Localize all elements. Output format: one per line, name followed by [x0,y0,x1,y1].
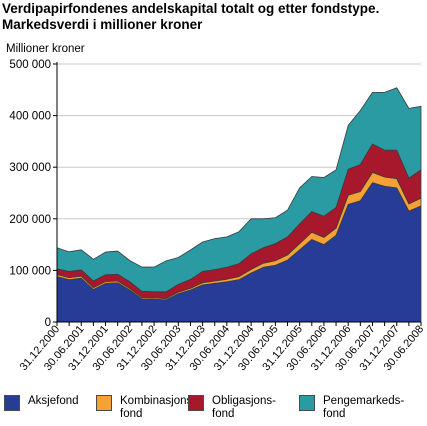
y-tick-label: 100 000 [9,265,51,277]
legend-swatch-aksjefond [4,395,20,411]
axes [53,62,422,326]
legend-swatch-obligasjonsfond [188,395,204,411]
legend-label-aksjefond: Aksjefond [28,395,79,407]
legend-label-pengemarkedsfond: Pengemarkeds- fond [323,395,405,420]
y-axis-unit-label: Millioner kroner [6,43,85,55]
y-tick-label: 0 [45,317,51,329]
chart-title: Verdipapirfondenes andelskapital totalt … [2,1,379,33]
y-tick-label: 500 000 [9,59,51,71]
y-tick-label: 200 000 [9,214,51,226]
legend-label-obligasjonsfond: Obligasjons- fond [212,395,276,420]
x-tick-labels: 31.12.200030.06.200131.12.200130.06.2002… [18,323,427,373]
y-tick-label: 400 000 [9,111,51,123]
chart-title-line1: Verdipapirfondenes andelskapital totalt … [2,1,380,16]
area-pengemarkedsfond [56,87,422,293]
legend-swatch-kombinasjonsfond [96,395,112,411]
legend-label-kombinasjonsfond: Kombinasjons- fond [120,395,197,420]
stacked-areas [56,87,422,323]
legend-swatch-pengemarkedsfond [299,395,315,411]
y-tick-label: 300 000 [9,162,51,174]
chart-title-line2: Markedsverdi i millioner kroner [2,17,203,32]
y-tick-labels: 0 100 000 200 000 300 000 400 000 500 000 [9,59,51,329]
